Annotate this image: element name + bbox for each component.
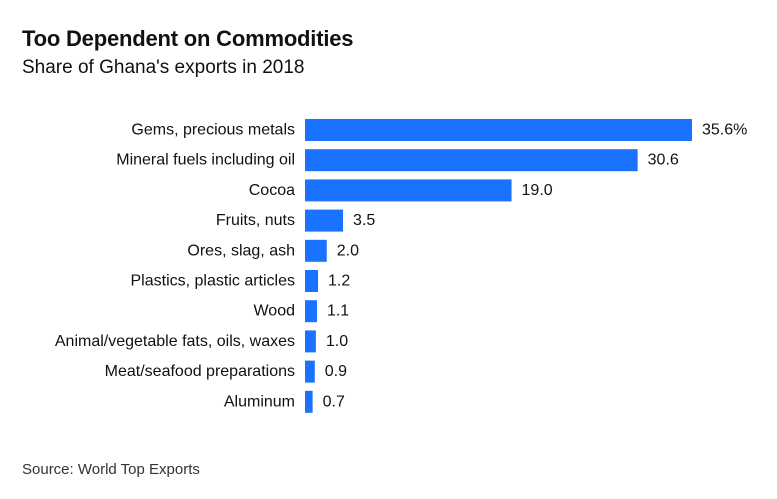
bar-plot: Gems, precious metals 35.6% Mineral fuels …	[55, 119, 747, 413]
value-label: 0.7	[323, 393, 345, 410]
category-label: Mineral fuels including oil	[116, 152, 295, 169]
category-label: Meat/seafood preparations	[105, 363, 295, 380]
value-label: 1.0	[326, 333, 348, 350]
value-label: 19.0	[522, 182, 553, 199]
category-label: Plastics, plastic articles	[131, 273, 296, 290]
category-label: Cocoa	[249, 182, 295, 199]
value-label: 35.6%	[702, 122, 747, 139]
category-label: Ores, slag, ash	[187, 242, 295, 259]
bar	[305, 209, 344, 232]
category-label: Animal/vegetable fats, oils, waxes	[55, 333, 295, 350]
bar	[305, 149, 638, 172]
bar	[305, 119, 692, 141]
value-label: 3.5	[353, 212, 375, 229]
value-label: 1.2	[328, 273, 350, 290]
chart-source: Source: World Top Exports	[22, 461, 200, 478]
bar	[305, 390, 313, 413]
bar	[305, 330, 316, 353]
category-label: Gems, precious metals	[131, 122, 295, 139]
value-label: 1.1	[327, 303, 349, 320]
chart-title: Too Dependent on Commodities	[22, 26, 354, 51]
bar	[305, 360, 315, 383]
category-label: Wood	[253, 303, 295, 320]
bar	[305, 270, 319, 292]
category-label: Aluminum	[224, 393, 295, 410]
value-label: 2.0	[337, 242, 359, 259]
bar	[305, 300, 317, 323]
bar	[305, 179, 512, 202]
value-label: 0.9	[325, 363, 347, 380]
chart-subtitle: Share of Ghana's exports in 2018	[22, 57, 305, 78]
category-label: Fruits, nuts	[216, 212, 295, 229]
value-label: 30.6	[648, 152, 679, 169]
bar	[305, 239, 327, 262]
